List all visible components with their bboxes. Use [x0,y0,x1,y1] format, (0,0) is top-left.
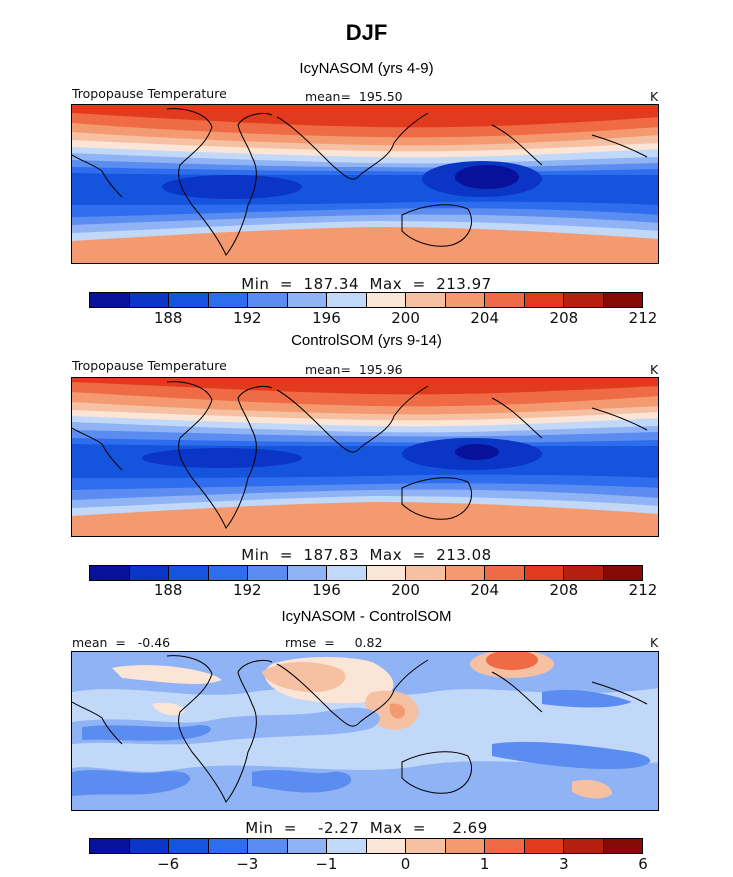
colorbar-tick-label: −1 [315,855,338,873]
colorbar-tick-label: −6 [157,855,180,873]
colorbar-tick-label: 204 [470,581,500,599]
colorbar-swatch [485,293,525,307]
panel-1-contour-field [72,105,658,263]
panel-3-contour-field [72,652,658,810]
colorbar-swatch [208,566,248,580]
colorbar-swatch [366,566,406,580]
panel-1-minmax: Min = 187.34 Max = 213.97 [241,275,492,293]
panel-1-unit-label: K [650,89,659,104]
colorbar-swatch [603,839,642,853]
panel-1-colorbar [89,292,643,308]
colorbar-swatch [524,293,564,307]
colorbar-swatch [129,839,169,853]
colorbar-swatch [287,839,327,853]
panel-3-colorbar [89,838,643,854]
colorbar-tick-label: 3 [559,855,569,873]
colorbar-swatch [406,839,446,853]
colorbar-tick-label: 188 [153,581,183,599]
colorbar-swatch [366,293,406,307]
panel-3-rmse-label: rmse = 0.82 [285,635,383,650]
colorbar-swatch [485,839,525,853]
colorbar-tick-label: −3 [236,855,259,873]
colorbar-swatch [327,293,367,307]
panel-3-minmax: Min = -2.27 Max = 2.69 [245,819,488,837]
panel-2-colorbar [89,565,643,581]
colorbar-swatch [129,293,169,307]
colorbar-swatch [327,839,367,853]
panel-2-colorbar-ticks: 188 192 196 200 204 208 212 [89,581,658,599]
panel-1-map [71,104,659,264]
figure-title: DJF [345,20,388,45]
colorbar-swatch [603,293,642,307]
colorbar-swatch [169,293,209,307]
panel-2-subtitle: ControlSOM (yrs 9-14) [291,332,442,349]
panel-1-colorbar-ticks: 188 192 196 200 204 208 212 [89,309,658,327]
colorbar-swatch [445,839,485,853]
colorbar-swatch [366,839,406,853]
colorbar-tick-label: 192 [232,309,262,327]
colorbar-tick-label: 1 [479,855,490,873]
colorbar-swatch [90,293,130,307]
colorbar-swatch [564,839,604,853]
colorbar-swatch [129,566,169,580]
panel-2-mean-label: mean= 195.96 [305,362,403,377]
panel-2-unit-label: K [650,362,659,377]
colorbar-swatch [248,566,288,580]
colorbar-swatch [90,839,130,853]
colorbar-swatch [208,293,248,307]
colorbar-swatch [485,566,525,580]
panel-1-field-label: Tropopause Temperature [72,86,227,101]
colorbar-tick-label: 208 [549,309,579,327]
colorbar-tick-label: 212 [628,581,658,599]
colorbar-swatch [524,839,564,853]
colorbar-swatch [287,566,327,580]
colorbar-swatch [445,566,485,580]
colorbar-tick-label: 200 [391,309,420,327]
colorbar-swatch [327,566,367,580]
panel-2-map [71,377,659,537]
panel-3-subtitle: IcyNASOM - ControlSOM [281,608,452,625]
colorbar-tick-label: 208 [549,581,579,599]
panel-1-mean-label: mean= 195.50 [305,89,403,104]
colorbar-tick-label: 6 [638,855,648,873]
panel-3-unit-label: K [650,635,659,650]
colorbar-swatch [406,566,446,580]
colorbar-swatch [406,293,446,307]
panel-3-colorbar-ticks: −6 −3 −1 0 1 3 6 [89,855,648,873]
colorbar-tick-label: 196 [312,309,341,327]
colorbar-swatch [445,293,485,307]
colorbar-swatch [248,839,288,853]
colorbar-tick-label: 200 [391,581,420,599]
colorbar-swatch [564,293,604,307]
colorbar-tick-label: 204 [470,309,500,327]
colorbar-tick-label: 188 [153,309,183,327]
colorbar-swatch [603,566,642,580]
colorbar-swatch [524,566,564,580]
colorbar-tick-label: 192 [232,581,262,599]
panel-2-minmax: Min = 187.83 Max = 213.08 [241,546,492,564]
panel-2-contour-field [72,378,658,536]
colorbar-swatch [287,293,327,307]
panel-2-field-label: Tropopause Temperature [72,358,227,373]
colorbar-swatch [248,293,288,307]
panel-1-subtitle: IcyNASOM (yrs 4-9) [299,60,434,77]
colorbar-swatch [208,839,248,853]
colorbar-tick-label: 196 [312,581,341,599]
panel-3-mean-label: mean = -0.46 [72,635,171,650]
colorbar-swatch [169,839,209,853]
colorbar-tick-label: 0 [400,855,411,873]
panel-3-map [71,651,659,811]
colorbar-swatch [169,566,209,580]
colorbar-swatch [90,566,130,580]
colorbar-tick-label: 212 [628,309,658,327]
colorbar-swatch [564,566,604,580]
